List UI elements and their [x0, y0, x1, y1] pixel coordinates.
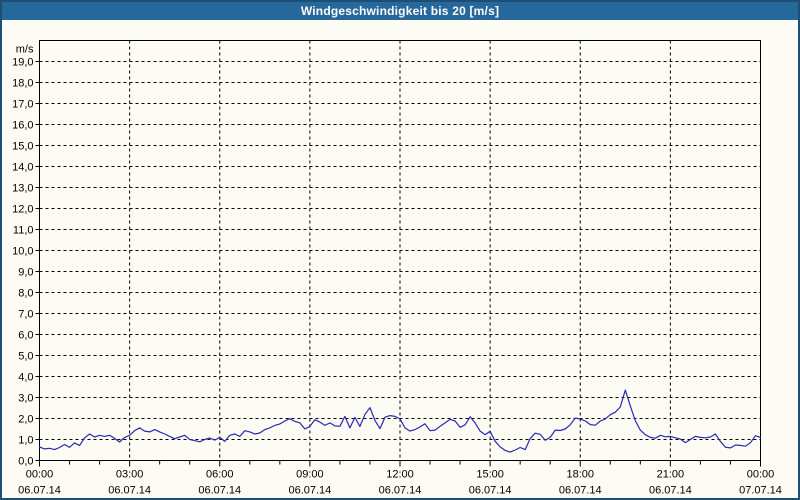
y-axis-unit-label: m/s — [16, 44, 34, 56]
x-tick-time-label: 00:00 — [26, 469, 54, 481]
y-tick-label: 2,0 — [18, 414, 33, 426]
y-tick-label: 11,0 — [13, 225, 34, 237]
y-tick-label: 16,0 — [12, 120, 33, 132]
chart-title: Windgeschwindigkeit bis 20 [m/s] — [300, 4, 500, 18]
x-tick-date-label: 06.07.14 — [288, 485, 331, 497]
x-tick-time-label: 03:00 — [116, 469, 144, 481]
y-tick-label: 0,0 — [18, 456, 33, 468]
title-bar: Windgeschwindigkeit bis 20 [m/s] — [2, 2, 798, 20]
y-tick-label: 8,0 — [18, 288, 33, 300]
x-tick-time-label: 15:00 — [476, 469, 504, 481]
x-tick-date-label: 06.07.14 — [18, 485, 61, 497]
x-tick-time-label: 21:00 — [657, 469, 685, 481]
x-tick-time-label: 18:00 — [566, 469, 594, 481]
y-tick-label: 10,0 — [12, 246, 33, 258]
y-tick-label: 5,0 — [18, 351, 33, 363]
y-tick-label: 7,0 — [18, 309, 33, 321]
x-tick-date-label: 07.07.14 — [739, 485, 782, 497]
wind-speed-line — [38, 389, 762, 453]
y-tick-label: 18,0 — [12, 78, 33, 90]
x-tick-date-label: 06.07.14 — [469, 485, 512, 497]
y-tick-label: 12,0 — [12, 204, 33, 216]
y-tick-label: 13,0 — [12, 183, 33, 195]
y-tick-label: 1,0 — [18, 435, 33, 447]
y-tick-label: 4,0 — [18, 372, 33, 384]
y-tick-label: 15,0 — [12, 141, 33, 153]
x-tick-date-label: 06.07.14 — [108, 485, 151, 497]
x-tick-time-label: 00:00 — [747, 469, 775, 481]
x-tick-date-label: 06.07.14 — [649, 485, 692, 497]
y-tick-label: 3,0 — [18, 393, 33, 405]
x-tick-date-label: 06.07.14 — [198, 485, 241, 497]
y-tick-label: 17,0 — [12, 99, 33, 111]
y-tick-label: 9,0 — [18, 267, 33, 279]
y-tick-label: 14,0 — [12, 162, 33, 174]
x-tick-date-label: 06.07.14 — [559, 485, 602, 497]
y-tick-label: 6,0 — [18, 330, 33, 342]
x-tick-time-label: 06:00 — [206, 469, 234, 481]
x-tick-date-label: 06.07.14 — [379, 485, 422, 497]
y-tick-label: 19,0 — [12, 57, 33, 69]
x-tick-time-label: 12:00 — [386, 469, 414, 481]
x-tick-time-label: 09:00 — [296, 469, 324, 481]
